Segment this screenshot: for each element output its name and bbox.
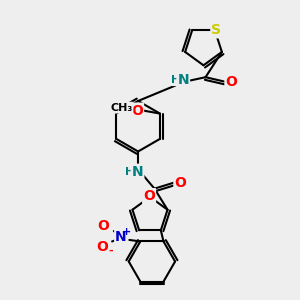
Text: O: O (97, 240, 109, 254)
Text: O: O (174, 176, 186, 190)
Text: +: + (122, 226, 131, 237)
Text: N: N (177, 73, 189, 87)
Text: O: O (97, 219, 109, 233)
Text: -: - (108, 246, 113, 256)
Text: CH₃: CH₃ (110, 103, 133, 112)
Text: O: O (143, 189, 155, 203)
Text: O: O (131, 103, 143, 118)
Text: N: N (132, 165, 143, 179)
Text: S: S (211, 23, 221, 37)
Text: H: H (171, 75, 180, 85)
Text: O: O (225, 75, 237, 89)
Text: H: H (125, 167, 134, 177)
Text: N: N (115, 230, 127, 244)
